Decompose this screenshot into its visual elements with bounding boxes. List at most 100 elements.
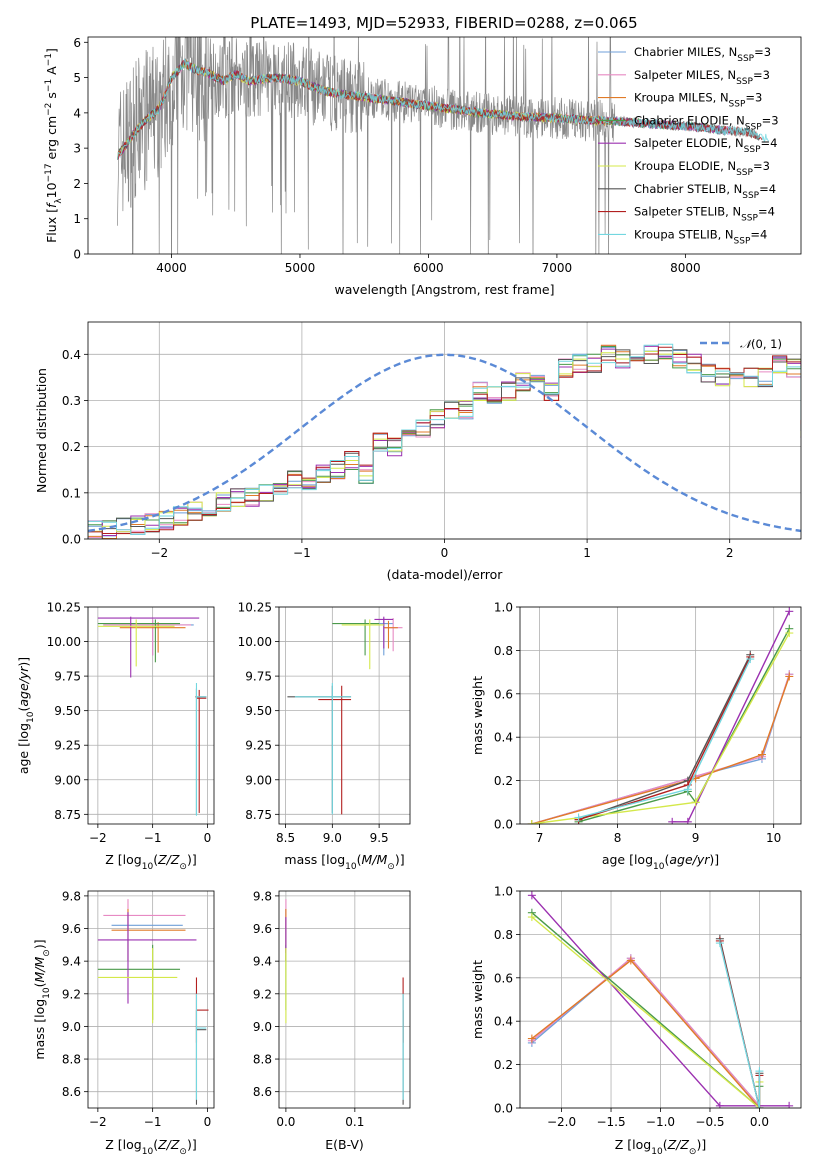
y-tick-label: 0.0 [62, 533, 81, 547]
y-tick-label: 8.6 [62, 1085, 81, 1099]
y-axis-label: mass [log10(M/M⊙)] [32, 939, 52, 1059]
x-tick-label: −1 [144, 831, 162, 845]
errorbar-point [195, 993, 207, 1100]
y-tick-label: 0.2 [62, 440, 81, 454]
x-tick-label: 0 [441, 546, 449, 560]
spectrum-panel: 4000 5000 6000 7000 8000 0 1 2 3 4 5 6 wavelength [A… [44, 36, 802, 297]
axes-border [87, 36, 802, 255]
x-axis-label: Z [log10(Z/Z⊙)] [615, 1137, 706, 1157]
y-tick-label: 2 [73, 177, 81, 191]
y-tick-label: 9.8 [253, 889, 272, 903]
axes-frame: −2.0 −1.5 −1.0 −0.5 0.0 0.0 0.2 0.4 0.6 0.8 1.0 mas… [470, 885, 802, 1157]
mass-weight-marker [785, 629, 794, 638]
y-tick-label: 1.0 [494, 601, 513, 615]
y-tick-label: 4 [73, 106, 81, 120]
y-tick-label: 0.2 [494, 1058, 513, 1072]
x-tick-label: −1.5 [596, 1115, 625, 1129]
y-tick-label: 0.6 [494, 687, 513, 701]
mass-weight-marker [715, 1101, 724, 1108]
legend-entry: Kroupa ELODIE, NSSP=3 [634, 159, 770, 178]
y-tick-label: 0.8 [494, 928, 513, 942]
y-tick-label: 10.00 [47, 635, 81, 649]
y-tick-label: 9.2 [62, 987, 81, 1001]
mass-vs-Z-panel: −2 −1 0 8.6 8.8 9.0 9.2 9.4 9.6 9.8 Z [log10(Z/Z⊙)… [32, 889, 215, 1157]
x-axis-label: age [log10(age/yr)] [602, 852, 719, 872]
axes-frame: 8.5 9.0 9.5 8.75 9.00 9.25 9.50 9.75 10.00 10.25 m… [238, 601, 411, 872]
y-tick-label: 0.2 [494, 774, 513, 788]
x-tick-label: 0 [204, 831, 212, 845]
plot-area [97, 899, 209, 1105]
y-tick-label: 8.6 [253, 1085, 272, 1099]
y-tick-label: 0.6 [494, 971, 513, 985]
mass-weight-marker [691, 798, 700, 807]
age-vs-mass-panel: 8.5 9.0 9.5 8.75 9.00 9.25 9.50 9.75 10.00 10.25 m… [238, 601, 411, 872]
mass-weight-marker [668, 817, 677, 824]
plot-area [117, 37, 769, 254]
y-tick-label: 9.0 [62, 1020, 81, 1034]
y-tick-label: 9.4 [62, 955, 81, 969]
mass-weight-marker [785, 1101, 794, 1108]
y-tick-label: 0.0 [494, 1102, 513, 1116]
y-tick-label: 0.3 [62, 394, 81, 408]
x-axis-label: Z [log10(Z/Z⊙)] [105, 852, 196, 872]
x-tick-label: 6000 [413, 261, 444, 275]
x-axis-label: (data-model)/error [387, 567, 504, 582]
y-tick-label: 0.4 [494, 731, 513, 745]
y-tick-label: 5 [73, 71, 81, 85]
age-vs-Z-panel: −2 −1 0 8.75 9.00 9.25 9.50 9.75 10.00 10.25 Z [lo… [16, 601, 215, 872]
y-tick-label: 9.50 [245, 704, 272, 718]
y-tick-label: 0.1 [62, 486, 81, 500]
legend-entry: Salpeter MILES, NSSP=3 [634, 68, 770, 87]
figure-title: PLATE=1493, MJD=52933, FIBERID=0288, z=0… [250, 14, 637, 32]
errorbar-point [294, 683, 352, 815]
mass-weight-marker [626, 956, 635, 965]
mass-weight-marker [785, 672, 794, 681]
plot-area [285, 899, 404, 1105]
axes-frame: −2 −1 0 8.6 8.8 9.0 9.2 9.4 9.6 9.8 Z [log10(Z/Z⊙)… [32, 889, 215, 1157]
x-tick-label: 4000 [156, 261, 187, 275]
x-tick-label: −2 [150, 546, 168, 560]
y-tick-label: 9.6 [62, 922, 81, 936]
errorbar-point [195, 683, 207, 816]
y-tick-label: 1 [73, 212, 81, 226]
y-tick-label: 9.8 [62, 889, 81, 903]
plot-area [527, 607, 794, 824]
x-axis-label: E(B-V) [325, 1137, 364, 1152]
y-axis-label: Flux [fλ10−17 erg cm−2 s−1 A−1] [44, 48, 64, 243]
x-tick-label: −1.0 [646, 1115, 675, 1129]
x-tick-label: 1 [583, 546, 591, 560]
axes-border [87, 606, 215, 825]
axes-border [278, 606, 411, 825]
histogram-panel: −2 −1 0 1 2 0.0 0.1 0.2 0.3 0.4 𝒩(0, 1) (data-model… [34, 321, 802, 582]
x-tick-label: −2 [89, 831, 107, 845]
mass-weight-marker [683, 785, 692, 794]
y-tick-label: 3 [73, 142, 81, 156]
x-tick-label: −2.0 [547, 1115, 576, 1129]
mass-weight-marker [755, 1104, 764, 1108]
x-tick-label: 9.0 [323, 831, 342, 845]
errorbar-point [103, 619, 191, 656]
legend-entry: Kroupa MILES, NSSP=3 [634, 91, 762, 110]
axes-frame: 0.0 0.1 8.6 8.8 9.0 9.2 9.4 9.6 9.8 E(B-V) [253, 889, 411, 1152]
mass-weight-marker [527, 820, 536, 824]
x-tick-label: 5000 [285, 261, 316, 275]
mass-weight-marker [527, 913, 536, 922]
axes-border [519, 606, 802, 825]
x-tick-label: 0.1 [345, 1115, 364, 1129]
x-tick-label: 7 [536, 831, 544, 845]
y-axis-label: mass weight [470, 960, 485, 1039]
y-tick-label: 8.75 [54, 808, 81, 822]
errorbar-point [97, 619, 175, 667]
y-tick-label: 9.25 [245, 739, 272, 753]
mass-weight-marker [757, 750, 766, 759]
x-tick-label: −0.5 [695, 1115, 724, 1129]
x-tick-label: −2 [89, 1115, 107, 1129]
mass-weight-series-line [578, 628, 790, 823]
axes-border [278, 890, 411, 1109]
x-tick-label: 8 [614, 831, 622, 845]
y-tick-label: 10.00 [238, 635, 272, 649]
x-tick-label: 8.5 [276, 831, 295, 845]
histogram-step-line [88, 346, 801, 539]
x-tick-label: 9.5 [370, 831, 389, 845]
